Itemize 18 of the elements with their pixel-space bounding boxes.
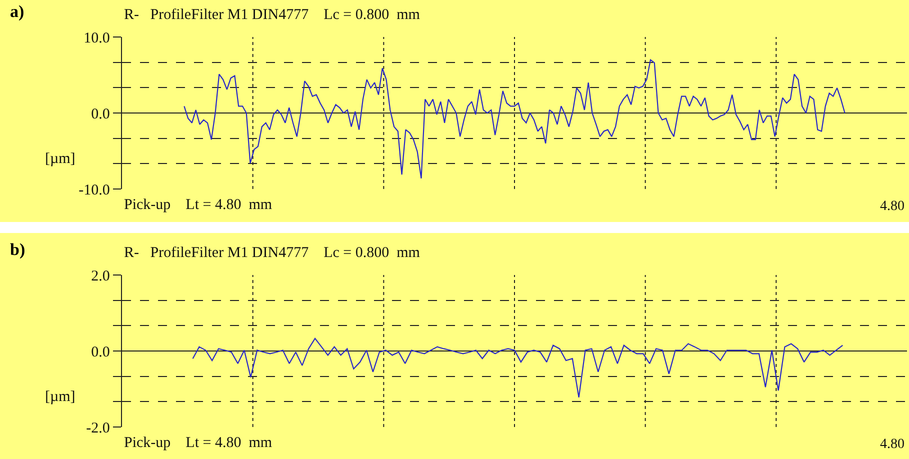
text: 4.80 — [880, 199, 904, 214]
y-tick-label: 2.0 — [91, 268, 110, 284]
x-axis-title: Pick-up Lt = 4.80 mm — [124, 435, 272, 451]
y-tick-label: 0.0 — [91, 106, 110, 122]
chart-title: R- ProfileFilter M1 DIN4777 Lc = 0.800 mm — [124, 7, 420, 23]
line-series — [192, 338, 844, 398]
y-tick-label: 10.0 — [84, 30, 110, 46]
text: b) — [10, 240, 26, 259]
x-axis-title: Pick-up Lt = 4.80 mm — [124, 197, 272, 213]
y-axis-title: [µm] — [45, 151, 76, 167]
y-tick-label: -10.0 — [78, 182, 110, 198]
y-tick-label: 0.0 — [91, 344, 110, 360]
chart-title: R- ProfileFilter M1 DIN4777 Lc = 0.800 mm — [124, 245, 420, 261]
text: 4.80 — [880, 437, 904, 452]
line-series — [184, 59, 846, 179]
y-axis-title: [µm] — [45, 389, 76, 405]
text: a) — [10, 2, 24, 21]
y-tick-label: -2.0 — [86, 420, 110, 436]
